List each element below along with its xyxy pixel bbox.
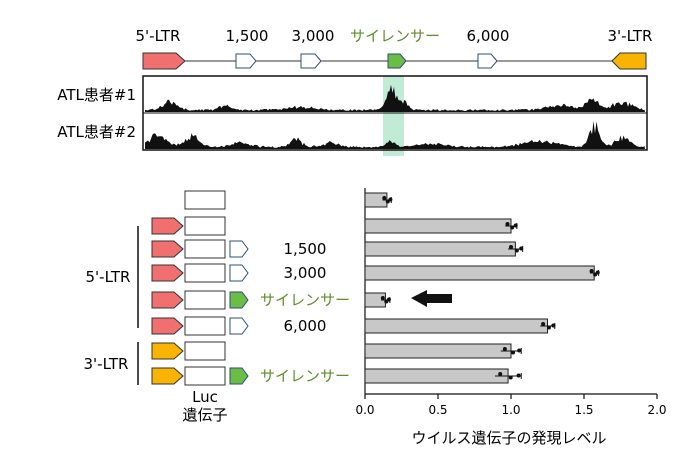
replicate-dot: [498, 372, 503, 376]
construct-label: 1,500: [284, 240, 327, 258]
ltr5-promoter-arrow: [151, 264, 184, 282]
map-label-6000: 6,000: [467, 27, 510, 45]
luc-gene-box: [184, 263, 226, 283]
replicate-dot: [511, 350, 516, 355]
ltr5-promoter-arrow: [151, 291, 184, 309]
map-label-3ltr: 3'-LTR: [608, 27, 653, 45]
replicate-dot: [508, 375, 513, 380]
x-ticks: 0.0 0.5 1.0 1.5 2.0: [355, 394, 667, 417]
replicate-dot: [517, 348, 522, 353]
coverage-tracks: ATL患者#1 ATL患者#2: [57, 75, 648, 156]
replicate-dot: [516, 373, 521, 378]
replicate-dot: [380, 296, 385, 300]
replicate-dot: [514, 248, 519, 253]
bar: [364, 318, 548, 334]
bar: [364, 343, 512, 359]
ltr5-promoter-arrow: [151, 317, 184, 335]
replicate-dot: [382, 196, 387, 200]
silencer-arrow-map: [387, 53, 407, 69]
luc-gene-box: [184, 366, 226, 386]
replicate-dot: [595, 270, 600, 275]
construct-label: サイレンサー: [260, 367, 350, 385]
bars: [364, 192, 600, 384]
map-label-silencer: サイレンサー: [350, 27, 440, 45]
map-label-3000: 3,000: [292, 27, 335, 45]
marker-3000-arrow: [300, 53, 322, 69]
replicate-dot: [510, 225, 515, 230]
bar-chart: 0.0 0.5 1.0 1.5 2.0 ウイルス遺伝子の発現レベル: [355, 188, 667, 447]
construct-row: 6,000: [151, 316, 327, 336]
x-tick-label: 1.5: [574, 403, 593, 417]
luc-gene-box: [184, 239, 226, 259]
marker-6000-arrow: [477, 53, 498, 69]
group-brackets: 5'-LTR 3'-LTR: [84, 226, 139, 385]
fragment-arrow: [229, 317, 249, 335]
coverage-track-1: [145, 84, 645, 112]
bar: [364, 218, 512, 234]
silencer-fragment-arrow: [229, 367, 249, 385]
group-label-5ltr: 5'-LTR: [86, 268, 131, 286]
bar: [364, 241, 516, 257]
luc-label: Luc: [192, 388, 218, 406]
construct-row: 3,000: [151, 263, 327, 283]
fragment-arrow: [229, 264, 249, 282]
luc-gene-box: [184, 341, 226, 361]
replicate-dot: [519, 246, 524, 251]
construct-row: サイレンサー: [151, 290, 350, 310]
replicate-dot: [513, 223, 518, 228]
ltr5-promoter-arrow: [151, 240, 184, 258]
construct-diagrams: 1,500 3,000 サイレンサー 6,000 サイレンサー: [151, 190, 350, 386]
replicate-dot: [502, 347, 507, 351]
map-label-5ltr: 5'-LTR: [136, 27, 181, 45]
ltr3-promoter-arrow: [151, 367, 184, 385]
fragment-arrow: [229, 240, 249, 258]
construct-row: [151, 341, 226, 361]
x-tick-label: 0.5: [428, 403, 447, 417]
silencer-pointer-arrow: [411, 290, 452, 307]
track-label-2: ATL患者#2: [57, 123, 136, 141]
ltr3-arrow-map: [611, 52, 647, 70]
construct-label: 6,000: [284, 317, 327, 335]
replicate-dot: [388, 197, 393, 202]
construct-row: サイレンサー: [151, 366, 350, 386]
luc-gene-box: [184, 216, 226, 236]
replicate-dot: [589, 269, 594, 273]
replicate-dot: [509, 245, 513, 249]
construct-row: [184, 190, 226, 210]
x-tick-label: 2.0: [647, 403, 666, 417]
group-label-3ltr: 3'-LTR: [84, 355, 129, 373]
coverage-track-2: [145, 121, 645, 149]
luc-gene-box: [184, 190, 226, 210]
replicate-dot: [386, 297, 391, 302]
ltr5-arrow-map: [142, 52, 186, 70]
track-label-1: ATL患者#1: [57, 86, 136, 104]
genome-map: 5'-LTR 1,500 3,000 サイレンサー 6,000 3'-LTR: [136, 27, 653, 70]
luc-gene-label: 遺伝子: [182, 406, 227, 424]
replicate-dot: [546, 325, 551, 330]
x-tick-label: 1.0: [501, 403, 520, 417]
construct-row: 1,500: [151, 239, 327, 259]
construct-row: [151, 216, 226, 236]
construct-label: 3,000: [284, 264, 327, 282]
ltr3-promoter-arrow: [151, 342, 184, 360]
replicate-dot: [541, 322, 546, 326]
replicate-dot: [505, 222, 510, 226]
bar: [364, 368, 509, 384]
silencer-fragment-arrow: [229, 291, 249, 309]
x-tick-label: 0.0: [355, 403, 374, 417]
replicate-dot: [551, 323, 556, 328]
map-label-1500: 1,500: [226, 27, 269, 45]
marker-1500-arrow: [235, 53, 257, 69]
bar: [364, 265, 595, 281]
luc-gene-box: [184, 290, 226, 310]
x-axis-label: ウイルス遺伝子の発現レベル: [411, 429, 606, 447]
luc-gene-box: [184, 316, 226, 336]
construct-label: サイレンサー: [260, 291, 350, 309]
ltr5-promoter-arrow: [151, 217, 184, 235]
